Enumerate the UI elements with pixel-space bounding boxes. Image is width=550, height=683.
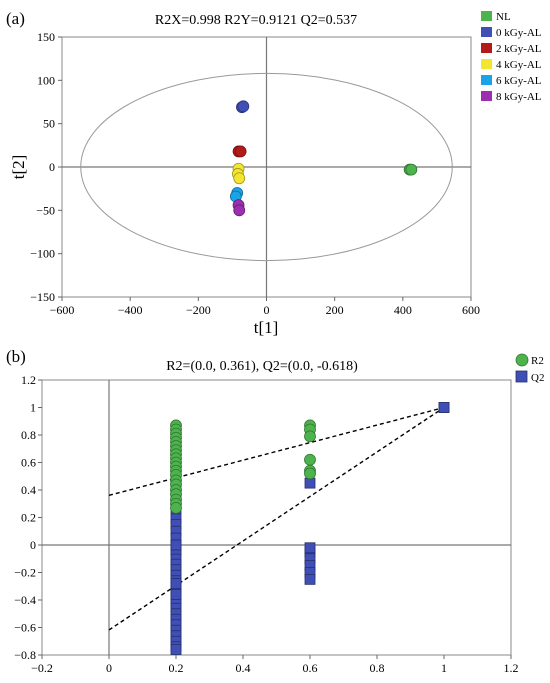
regression-line-q2 [108, 406, 445, 631]
panel-a-x-tick-label: 600 [462, 303, 480, 317]
panel-a-tick-labels: −600 −400 −200 0 200 400 600 −150 −100 −50 0 50 100 1… [30, 30, 480, 317]
panel-b-x-tick-label: −0.2 [31, 661, 53, 675]
panel-a-x-tick-label: 200 [326, 303, 344, 317]
panel-a-y-tick-label: −100 [30, 247, 55, 261]
panel-a-y-tick-label: 150 [37, 30, 55, 44]
panel-b-x-tick-label: 0.6 [303, 661, 318, 675]
panel-a-title: R2X=0.998 R2Y=0.9121 Q2=0.537 [155, 13, 357, 28]
panel-b-tick-labels: −0.2 0 0.2 0.4 0.6 0.8 1 1.2 −0.8 −0.6 −0.4 −0.2 0 0.… [14, 373, 518, 675]
panel-b-y-tick-label: 1 [30, 401, 36, 415]
regression-line-r2 [108, 406, 445, 497]
legend-label: 4 kGy-AL [496, 59, 542, 71]
panel-a-confidence-ellipse [80, 72, 453, 262]
q2-point [170, 578, 182, 589]
panel-b-x-tick-label: 0.2 [169, 661, 184, 675]
panel-b-label: (b) [6, 347, 26, 366]
panel-a-x-tick-label: −200 [186, 303, 211, 317]
panel-b-y-tick-label: 1.2 [21, 373, 36, 387]
legend-swatch [481, 43, 492, 53]
legend-label-r2: R2 [531, 355, 544, 367]
panel-b-frame [41, 379, 512, 656]
panel-a-y-tick-label: −150 [30, 290, 55, 304]
panel-a-axes [58, 36, 472, 301]
panel-a-y-tick-label: −50 [36, 203, 55, 217]
panel-a-x-tick-label: 400 [394, 303, 412, 317]
panel-b-y-tick-label: −0.8 [14, 648, 36, 662]
legend-swatch [481, 75, 492, 85]
panel-b-x-tick-label: 0 [106, 661, 112, 675]
panel-b-points [170, 402, 450, 655]
legend-swatch [481, 59, 492, 69]
r2-point [170, 501, 182, 514]
legend-label-q2: Q2 [531, 372, 544, 384]
confidence-ellipse [80, 72, 453, 262]
panel-b: (b) R2=(0.0, 0.361), Q2=(0.0, -0.618) −0… [6, 347, 544, 675]
legend-label: 2 kGy-AL [496, 43, 542, 55]
q2-point [438, 402, 450, 413]
panel-b-y-tick-label: 0.4 [21, 483, 36, 497]
panel-b-x-tick-label: 0.4 [236, 661, 251, 675]
panel-a-label: (a) [6, 9, 25, 28]
panel-b-x-tick-label: 1 [441, 661, 447, 675]
q2-point [304, 542, 316, 554]
panel-a-y-tick-label: 100 [37, 73, 55, 87]
panel-b-regression-lines [108, 406, 445, 631]
panel-b-y-tick-label: −0.4 [14, 593, 36, 607]
legend-label: 8 kGy-AL [496, 91, 542, 103]
legend-marker-r2 [515, 353, 529, 367]
score-point-0 [405, 163, 418, 176]
score-point-2 [234, 145, 247, 158]
r2-point [304, 453, 316, 466]
panel-b-y-tick-label: −0.6 [14, 621, 36, 635]
legend-marker-q2 [515, 370, 528, 383]
panel-a-x-tick-label: 0 [264, 303, 270, 317]
panel-a-x-tick-label: −600 [50, 303, 75, 317]
legend-label: NL [496, 11, 511, 23]
panel-b-x-tick-label: 0.8 [370, 661, 385, 675]
panel-a-points [229, 100, 418, 217]
panel-a-legend: NL 0 kGy-AL 2 kGy-AL 4 kGy-AL 6 kGy-AL 8 kGy-… [481, 11, 542, 103]
panel-a-y-axis-label: t[2] [9, 155, 28, 180]
panel-a-x-axis-label: t[1] [254, 318, 279, 337]
legend-swatch [481, 27, 492, 37]
q2-point [170, 644, 182, 655]
q2-point [170, 539, 182, 551]
legend-swatch [481, 91, 492, 101]
score-point-5 [233, 204, 246, 217]
panel-b-axes [38, 379, 512, 659]
panel-a-y-tick-label: 50 [43, 117, 55, 131]
panel-b-x-tick-label: 1.2 [504, 661, 519, 675]
panel-a: (a) R2X=0.998 R2Y=0.9121 Q2=0.537 −600 −4… [6, 9, 542, 337]
panel-b-y-tick-label: 0.6 [21, 456, 36, 470]
r2-point [304, 430, 316, 443]
legend-swatch [481, 11, 492, 21]
panel-b-y-tick-label: 0.8 [21, 428, 36, 442]
panel-b-y-tick-label: −0.2 [14, 566, 36, 580]
panel-b-title: R2=(0.0, 0.361), Q2=(0.0, -0.618) [166, 359, 358, 374]
score-point-1 [237, 100, 250, 113]
q2-point [304, 477, 316, 489]
panel-a-y-tick-label: 0 [49, 160, 55, 174]
panel-a-x-tick-label: −400 [118, 303, 143, 317]
q2-point [304, 573, 316, 585]
panel-b-y-tick-label: 0 [30, 538, 36, 552]
score-point-3 [233, 172, 246, 185]
r2-point [304, 467, 316, 480]
q2-point [170, 589, 182, 600]
legend-label: 6 kGy-AL [496, 75, 542, 87]
panel-b-y-tick-label: 0.2 [21, 511, 36, 525]
legend-label: 0 kGy-AL [496, 27, 542, 39]
